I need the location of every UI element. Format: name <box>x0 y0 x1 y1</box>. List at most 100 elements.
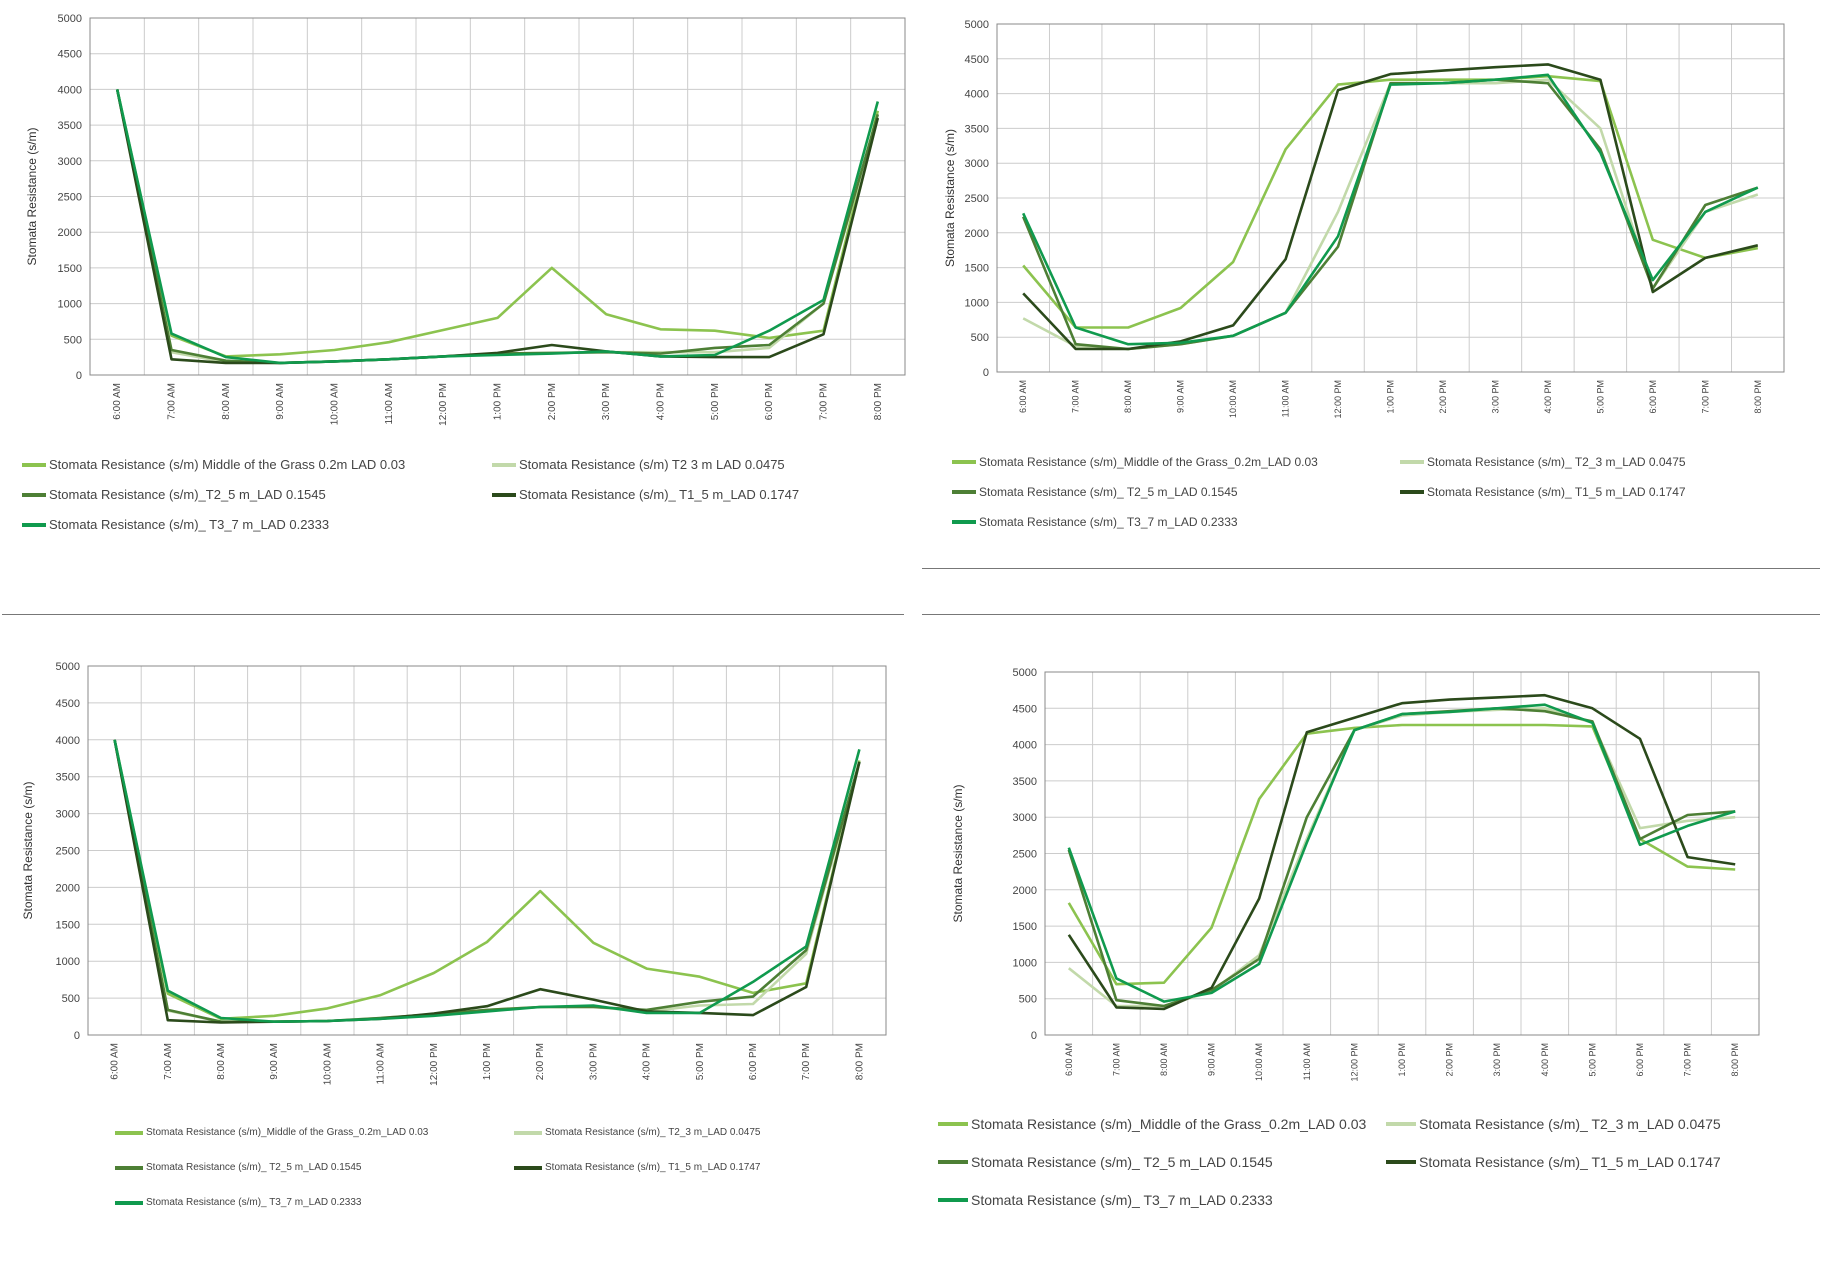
x-tick-label: 12:00 PM <box>1349 1043 1359 1082</box>
series-line-t3_7 <box>113 739 861 1024</box>
legend-entry: Stomata Resistance (s/m)_ T2_5 m_LAD 0.1… <box>115 1162 361 1173</box>
y-tick-label: 1500 <box>965 263 989 275</box>
legend-label: Stomata Resistance (s/m)_ T3_7 m_LAD 0.2… <box>146 1197 362 1208</box>
legend-label: Stomata Resistance (s/m)_ T2_5 m_LAD 0.1… <box>971 1154 1273 1170</box>
chart-top-right: 0 500 1000 1500 2000 2500 3000 3500 4000 4500 5000… <box>912 0 1822 560</box>
plot-border <box>1044 671 1760 1036</box>
legend-swatch <box>492 492 516 497</box>
series-line-t1_5 <box>1067 693 1736 1011</box>
legend-swatch <box>22 522 46 527</box>
y-tick-label: 5000 <box>56 661 80 673</box>
series-line-t1_5 <box>113 739 861 1024</box>
chart-bottom-left-plot: 0 500 1000 1500 2000 2500 3000 3500 4000 4500 5000… <box>21 661 887 1086</box>
x-tick-label: 1:00 PM <box>493 383 504 420</box>
legend-entry: Stomata Resistance (s/m)_ T3_7 m_LAD 0.2… <box>938 1192 1273 1208</box>
y-tick-label: 1500 <box>1013 921 1037 933</box>
chart-top-right-plot: 0 500 1000 1500 2000 2500 3000 3500 4000 4500 5000… <box>943 19 1785 419</box>
x-tick-label: 6:00 AM <box>1018 380 1028 413</box>
x-tick-label: 6:00 PM <box>748 1043 759 1080</box>
x-tick-label: 7:00 PM <box>819 383 830 420</box>
y-tick-label: 2500 <box>965 193 989 205</box>
x-tick-label: 3:00 PM <box>1492 1043 1502 1077</box>
x-tick-label: 6:00 AM <box>112 383 123 420</box>
y-tick-label: 2000 <box>58 227 82 239</box>
y-tick-label: 2500 <box>56 846 80 858</box>
x-tick-label: 7:00 PM <box>1700 380 1710 414</box>
legend-swatch <box>1386 1122 1416 1126</box>
legend-swatch <box>952 460 976 464</box>
x-tick-label: 11:00 AM <box>384 383 395 425</box>
legend-swatch <box>22 462 46 467</box>
legend-entry: Stomata Resistance (s/m)_Middle of the G… <box>952 455 1318 469</box>
x-tick-label: 7:00 PM <box>801 1043 812 1080</box>
legend-label: Stomata Resistance (s/m)_ T1_5 m_LAD 0.1… <box>519 487 800 502</box>
x-tick-label: 3:00 PM <box>1490 380 1500 414</box>
legend-label: Stomata Resistance (s/m)_ T2_3 m_LAD 0.0… <box>1419 1116 1721 1132</box>
x-tick-label: 2:00 PM <box>535 1043 546 1080</box>
x-tick-label: 5:00 PM <box>695 1043 706 1080</box>
legend-swatch <box>1400 490 1424 494</box>
legend-swatch <box>115 1130 143 1135</box>
x-tick-label: 9:00 AM <box>275 383 286 420</box>
legend-label: Stomata Resistance (s/m)_ T3_7 m_LAD 0.2… <box>979 515 1238 529</box>
series-line-t2_5 <box>115 89 880 365</box>
x-tick-label: 5:00 PM <box>1587 1043 1597 1077</box>
series-line-t3_7 <box>1022 73 1759 346</box>
divider-left <box>2 614 904 615</box>
legend-entry: Stomata Resistance (s/m)_Middle of the G… <box>938 1116 1366 1132</box>
legend-entry: Stomata Resistance (s/m)_ T2_3 m_LAD 0.0… <box>514 1127 760 1138</box>
series-line-t2_3 <box>115 89 880 365</box>
series-line-t2_5 <box>1067 707 1736 1008</box>
chart-bottom-right: 0 500 1000 1500 2000 2500 3000 3500 4000 4500 5000… <box>912 640 1822 1280</box>
series-line-t1_5 <box>115 89 880 365</box>
legend-swatch <box>938 1160 968 1164</box>
chart-top-left-plot: 0 500 1000 1500 2000 2500 3000 3500 4000 4500 5000… <box>25 13 906 426</box>
x-tick-label: 4:00 PM <box>656 383 667 420</box>
series-line-grass <box>115 89 880 358</box>
x-tick-label: 1:00 PM <box>1397 1043 1407 1077</box>
x-tick-label: 6:00 PM <box>1648 380 1658 414</box>
legend-swatch <box>1400 460 1424 464</box>
y-tick-label: 4000 <box>965 89 989 101</box>
y-tick-label: 2500 <box>58 192 82 204</box>
legend-entry: Stomata Resistance (s/m)_ T2_5 m_LAD 0.1… <box>938 1154 1273 1170</box>
x-tick-label: 5:00 PM <box>710 383 721 420</box>
y-tick-label: 4000 <box>58 84 82 96</box>
legend-label: Stomata Resistance (s/m) T2 3 m LAD 0.04… <box>519 457 785 472</box>
y-tick-label: 4500 <box>965 54 989 66</box>
series-line-grass <box>1022 74 1759 329</box>
legend-entry: Stomata Resistance (s/m)_ T3_7 m_LAD 0.2… <box>115 1197 361 1208</box>
x-tick-label: 8:00 AM <box>221 383 232 420</box>
y-tick-label: 3500 <box>58 120 82 132</box>
y-tick-label: 0 <box>76 370 82 382</box>
x-tick-label: 8:00 PM <box>854 1043 865 1080</box>
legend-entry: Stomata Resistance (s/m)_ T3_7 m_LAD 0.2… <box>22 517 329 532</box>
legend-label: Stomata Resistance (s/m)_Middle of the G… <box>979 455 1318 469</box>
x-tick-label: 3:00 PM <box>588 1043 599 1080</box>
y-tick-label: 4000 <box>1013 740 1037 752</box>
legend-swatch <box>1386 1160 1416 1164</box>
x-tick-label: 7:00 AM <box>163 1043 174 1080</box>
legend-label: Stomata Resistance (s/m) Middle of the G… <box>49 457 406 472</box>
chart-bottom-right-plot: 0 500 1000 1500 2000 2500 3000 3500 4000 4500 5000… <box>951 667 1760 1082</box>
legend-label: Stomata Resistance (s/m)_ T3_7 m_LAD 0.2… <box>49 517 330 532</box>
y-tick-label: 1000 <box>58 299 82 311</box>
y-tick-label: 5000 <box>965 19 989 31</box>
y-tick-label: 4500 <box>56 698 80 710</box>
series-line-t2_3 <box>1067 707 1736 1008</box>
legend-label: Stomata Resistance (s/m)_ T2_3 m_LAD 0.0… <box>545 1127 761 1138</box>
y-tick-label: 5000 <box>58 13 82 25</box>
x-tick-label: 9:00 AM <box>1176 380 1186 413</box>
series-line-t2_5 <box>113 739 861 1024</box>
legend-label: Stomata Resistance (s/m)_ T3_7 m_LAD 0.2… <box>971 1192 1273 1208</box>
plot-border <box>996 23 1785 373</box>
legend-label: Stomata Resistance (s/m)_ T1_5 m_LAD 0.1… <box>1427 485 1686 499</box>
series-line-t2_5 <box>1021 78 1759 351</box>
divider-right <box>922 614 1820 615</box>
y-tick-label: 0 <box>983 367 989 379</box>
x-tick-label: 6:00 PM <box>1635 1043 1645 1077</box>
legend-swatch <box>514 1130 542 1135</box>
y-tick-label: 2000 <box>56 882 80 894</box>
x-tick-label: 4:00 PM <box>1540 1043 1550 1077</box>
x-tick-label: 11:00 AM <box>1302 1043 1312 1080</box>
